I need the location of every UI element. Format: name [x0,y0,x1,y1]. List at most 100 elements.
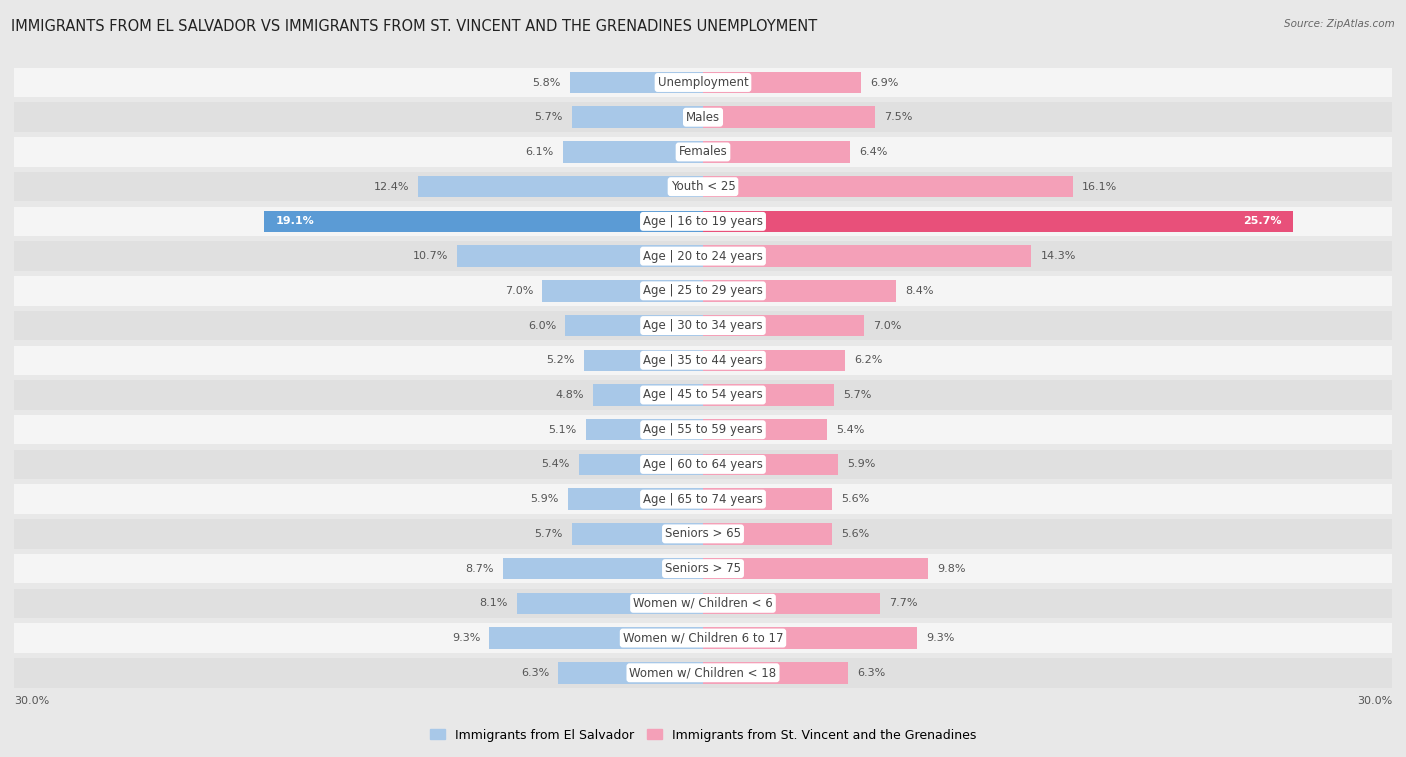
Text: 19.1%: 19.1% [276,217,315,226]
Bar [703,280,896,301]
Bar [703,662,848,684]
Text: 7.7%: 7.7% [889,598,918,609]
Text: Source: ZipAtlas.com: Source: ZipAtlas.com [1284,19,1395,29]
Text: 6.1%: 6.1% [526,147,554,157]
Text: Unemployment: Unemployment [658,76,748,89]
Bar [14,415,1392,444]
Text: 16.1%: 16.1% [1083,182,1118,192]
Bar [703,453,838,475]
Text: 10.7%: 10.7% [413,251,449,261]
Text: 5.4%: 5.4% [541,459,569,469]
Bar [14,658,1392,687]
Bar [583,350,703,371]
Bar [703,315,863,336]
Text: 8.1%: 8.1% [479,598,508,609]
Bar [703,523,831,544]
Text: 30.0%: 30.0% [1357,696,1392,706]
Text: 14.3%: 14.3% [1040,251,1076,261]
Bar [14,623,1392,653]
Bar [703,488,831,510]
Bar [14,519,1392,549]
Bar [14,207,1392,236]
Text: 9.3%: 9.3% [451,633,481,643]
Bar [703,558,928,579]
Text: 5.2%: 5.2% [546,355,575,366]
Bar [703,107,875,128]
Text: Males: Males [686,111,720,123]
Bar [14,137,1392,167]
Bar [568,488,703,510]
Text: 7.5%: 7.5% [884,112,912,122]
Bar [565,315,703,336]
Text: Age | 16 to 19 years: Age | 16 to 19 years [643,215,763,228]
Text: 5.1%: 5.1% [548,425,576,435]
Bar [562,142,703,163]
Bar [579,453,703,475]
Text: 5.6%: 5.6% [841,529,869,539]
Text: 30.0%: 30.0% [14,696,49,706]
Text: 6.4%: 6.4% [859,147,887,157]
Bar [14,311,1392,341]
Text: 8.7%: 8.7% [465,564,494,574]
Bar [14,588,1392,618]
Bar [572,523,703,544]
Text: Age | 55 to 59 years: Age | 55 to 59 years [643,423,763,436]
Text: Females: Females [679,145,727,158]
Bar [586,419,703,441]
Bar [703,176,1073,198]
Bar [457,245,703,267]
Text: 7.0%: 7.0% [505,286,533,296]
Bar [14,102,1392,132]
Bar [543,280,703,301]
Bar [418,176,703,198]
Text: Youth < 25: Youth < 25 [671,180,735,193]
Text: Age | 20 to 24 years: Age | 20 to 24 years [643,250,763,263]
Text: 5.8%: 5.8% [533,77,561,88]
Text: Seniors > 65: Seniors > 65 [665,528,741,540]
Bar [14,554,1392,584]
Text: 7.0%: 7.0% [873,320,901,331]
Bar [14,172,1392,201]
Text: 5.7%: 5.7% [844,390,872,400]
Text: 5.9%: 5.9% [848,459,876,469]
Bar [517,593,703,614]
Bar [572,107,703,128]
Bar [703,245,1032,267]
Bar [14,450,1392,479]
Bar [14,276,1392,306]
Bar [703,210,1294,232]
Text: 6.0%: 6.0% [527,320,555,331]
Bar [14,67,1392,97]
Text: 5.7%: 5.7% [534,529,562,539]
Text: Women w/ Children < 18: Women w/ Children < 18 [630,666,776,679]
Bar [703,419,827,441]
Text: 9.3%: 9.3% [925,633,955,643]
Bar [703,593,880,614]
Legend: Immigrants from El Salvador, Immigrants from St. Vincent and the Grenadines: Immigrants from El Salvador, Immigrants … [425,724,981,746]
Text: 5.4%: 5.4% [837,425,865,435]
Text: 8.4%: 8.4% [905,286,934,296]
Text: 5.9%: 5.9% [530,494,558,504]
Text: 6.2%: 6.2% [855,355,883,366]
Bar [14,484,1392,514]
Bar [489,628,703,649]
Text: Age | 25 to 29 years: Age | 25 to 29 years [643,285,763,298]
Bar [703,72,862,93]
Bar [14,345,1392,375]
Text: Women w/ Children 6 to 17: Women w/ Children 6 to 17 [623,631,783,644]
Bar [503,558,703,579]
Text: Age | 65 to 74 years: Age | 65 to 74 years [643,493,763,506]
Text: 6.3%: 6.3% [520,668,550,678]
Text: 5.6%: 5.6% [841,494,869,504]
Text: Age | 35 to 44 years: Age | 35 to 44 years [643,354,763,367]
Text: 5.7%: 5.7% [534,112,562,122]
Bar [14,241,1392,271]
Text: 9.8%: 9.8% [938,564,966,574]
Text: 6.9%: 6.9% [870,77,898,88]
Text: 12.4%: 12.4% [374,182,409,192]
Bar [14,380,1392,410]
Text: Age | 45 to 54 years: Age | 45 to 54 years [643,388,763,401]
Text: IMMIGRANTS FROM EL SALVADOR VS IMMIGRANTS FROM ST. VINCENT AND THE GRENADINES UN: IMMIGRANTS FROM EL SALVADOR VS IMMIGRANT… [11,19,817,34]
Bar [593,385,703,406]
Text: Age | 60 to 64 years: Age | 60 to 64 years [643,458,763,471]
